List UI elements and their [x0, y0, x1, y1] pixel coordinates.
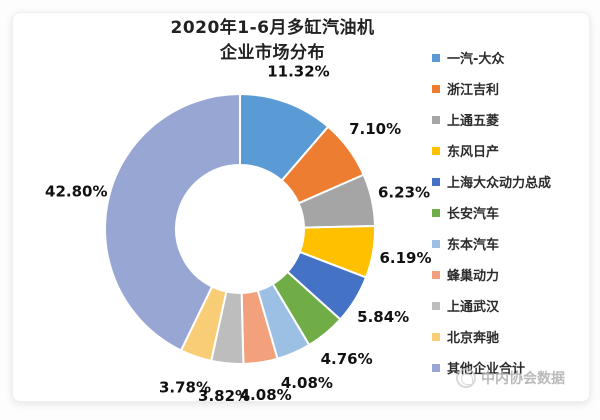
legend-marker-icon	[432, 301, 440, 310]
legend-label: 北京奔驰	[447, 331, 500, 346]
legend-marker-icon	[432, 208, 440, 217]
slice-label: 6.19%	[379, 249, 431, 267]
slice-label: 3.82%	[198, 387, 250, 405]
legend-label: 一汽-大众	[447, 52, 505, 67]
slice-label: 4.08%	[240, 386, 292, 404]
legend-item: 浙江吉利	[432, 73, 592, 104]
slice-label: 5.84%	[357, 308, 409, 326]
legend-label: 上通五菱	[447, 114, 500, 129]
legend-marker-icon	[432, 84, 440, 93]
legend-item: 其他企业合计	[432, 352, 592, 383]
legend-label: 东本汽车	[447, 238, 500, 253]
legend-item: 东风日产	[432, 135, 592, 166]
chart-title-line-2: 企业市场分布	[220, 43, 325, 63]
legend-marker-icon	[432, 239, 440, 248]
legend-label: 上海大众动力总成	[447, 176, 552, 191]
legend-item: 上通五菱	[432, 104, 592, 135]
legend-marker-icon	[432, 53, 440, 62]
legend-marker-icon	[432, 115, 440, 124]
legend: 一汽-大众浙江吉利上通五菱东风日产上海大众动力总成 长安汽车东本汽车蜂巢动力上通武…	[432, 42, 592, 383]
pie-slice	[104, 93, 241, 352]
legend-marker-icon	[432, 332, 440, 341]
slice-label: 11.32%	[267, 63, 329, 81]
chart-title-line-1: 2020年1-6月多缸汽油机	[170, 18, 375, 38]
slice-label: 42.80%	[45, 182, 107, 200]
legend-marker-icon	[432, 177, 440, 186]
slice-label: 7.10%	[349, 120, 401, 138]
legend-marker-icon	[432, 363, 440, 372]
legend-marker-icon	[432, 146, 440, 155]
legend-item: 长安汽车	[432, 197, 592, 228]
legend-label: 其他企业合计	[447, 362, 526, 377]
legend-label: 东风日产	[447, 145, 500, 160]
slice-label: 4.08%	[281, 374, 333, 392]
legend-marker-icon	[432, 270, 440, 279]
chart-title: 2020年1-6月多缸汽油机 企业市场分布	[30, 16, 515, 66]
legend-label: 长安汽车	[447, 207, 500, 222]
legend-item: 北京奔驰	[432, 321, 592, 352]
legend-label: 上通武汉	[447, 300, 500, 315]
legend-item: 东本汽车	[432, 228, 592, 259]
legend-item: 上海大众动力总成	[432, 166, 592, 197]
slice-label: 3.78%	[159, 379, 211, 397]
legend-label: 蜂巢动力	[447, 269, 500, 284]
legend-item: 蜂巢动力	[432, 259, 592, 290]
slice-label: 6.23%	[378, 184, 430, 202]
legend-label: 浙江吉利	[447, 83, 500, 98]
slice-label: 4.76%	[321, 350, 373, 368]
legend-item: 一汽-大众	[432, 42, 592, 73]
legend-item: 上通武汉	[432, 290, 592, 321]
